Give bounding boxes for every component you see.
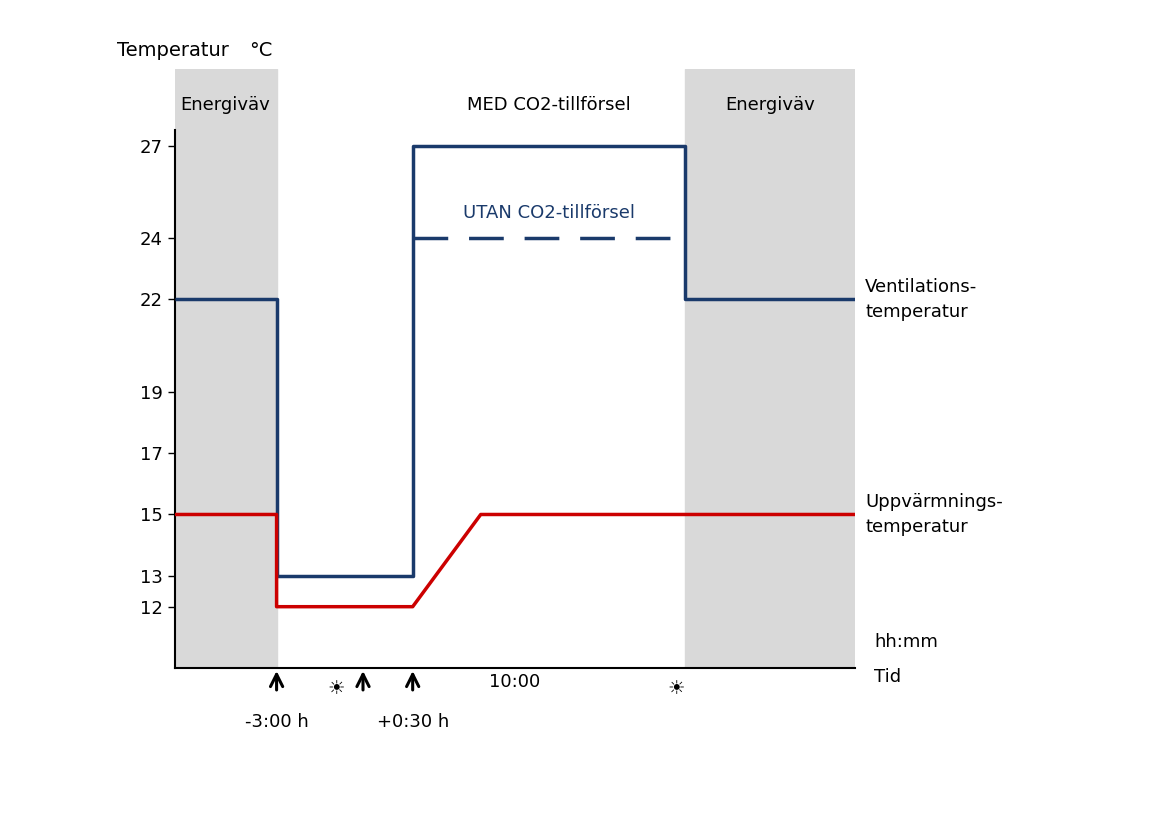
- Text: ☀: ☀: [667, 679, 684, 698]
- Text: Tid: Tid: [873, 668, 902, 686]
- Text: Energiväv: Energiväv: [726, 97, 815, 115]
- Text: MED CO2-tillförsel: MED CO2-tillförsel: [467, 97, 630, 115]
- Text: °C: °C: [249, 41, 272, 60]
- Text: -3:00 h: -3:00 h: [244, 713, 309, 730]
- Bar: [175, 69, 277, 668]
- Text: ☀: ☀: [328, 679, 344, 698]
- Text: hh:mm: hh:mm: [873, 633, 938, 651]
- Text: Uppvärmnings-
temperatur: Uppvärmnings- temperatur: [865, 493, 1003, 536]
- Text: UTAN CO2-tillförsel: UTAN CO2-tillförsel: [463, 205, 635, 222]
- Text: Ventilations-
temperatur: Ventilations- temperatur: [865, 278, 978, 321]
- Text: Temperatur: Temperatur: [116, 41, 229, 60]
- Bar: [684, 69, 855, 668]
- Text: +0:30 h: +0:30 h: [377, 713, 448, 730]
- Text: Energiväv: Energiväv: [181, 97, 270, 115]
